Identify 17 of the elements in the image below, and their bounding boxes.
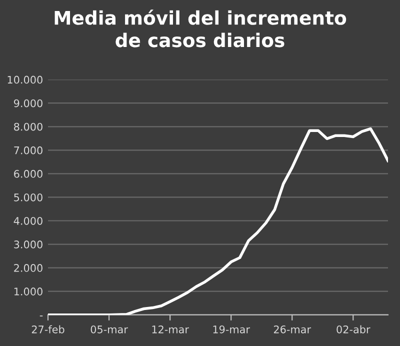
x-tick-label: 19-mar: [213, 325, 250, 334]
x-tick-label: 05-mar: [90, 325, 128, 334]
y-tick-label: 3.000: [14, 240, 42, 248]
y-tick-label: 6.000: [14, 170, 42, 178]
chart-title: Media móvil del incremento de casos diarios: [54, 10, 346, 48]
x-tick-label: 26-mar: [274, 325, 312, 334]
x-tick-label: 27-feb: [32, 325, 64, 334]
x-tick-label: 12-mar: [152, 325, 189, 334]
y-tick-label: 10.000: [8, 76, 42, 84]
y-tick-label: 1.000: [14, 288, 42, 296]
x-tick-label: 02-abr: [336, 325, 370, 334]
y-tick-label: 9.000: [14, 99, 42, 108]
y-tick-label: 4.000: [14, 216, 42, 225]
y-tick-label: 5.000: [14, 193, 42, 202]
y-tick-label: 2.000: [14, 264, 42, 272]
y-tick-label: 7.000: [14, 146, 42, 154]
y-tick-label: 8.000: [14, 122, 42, 131]
